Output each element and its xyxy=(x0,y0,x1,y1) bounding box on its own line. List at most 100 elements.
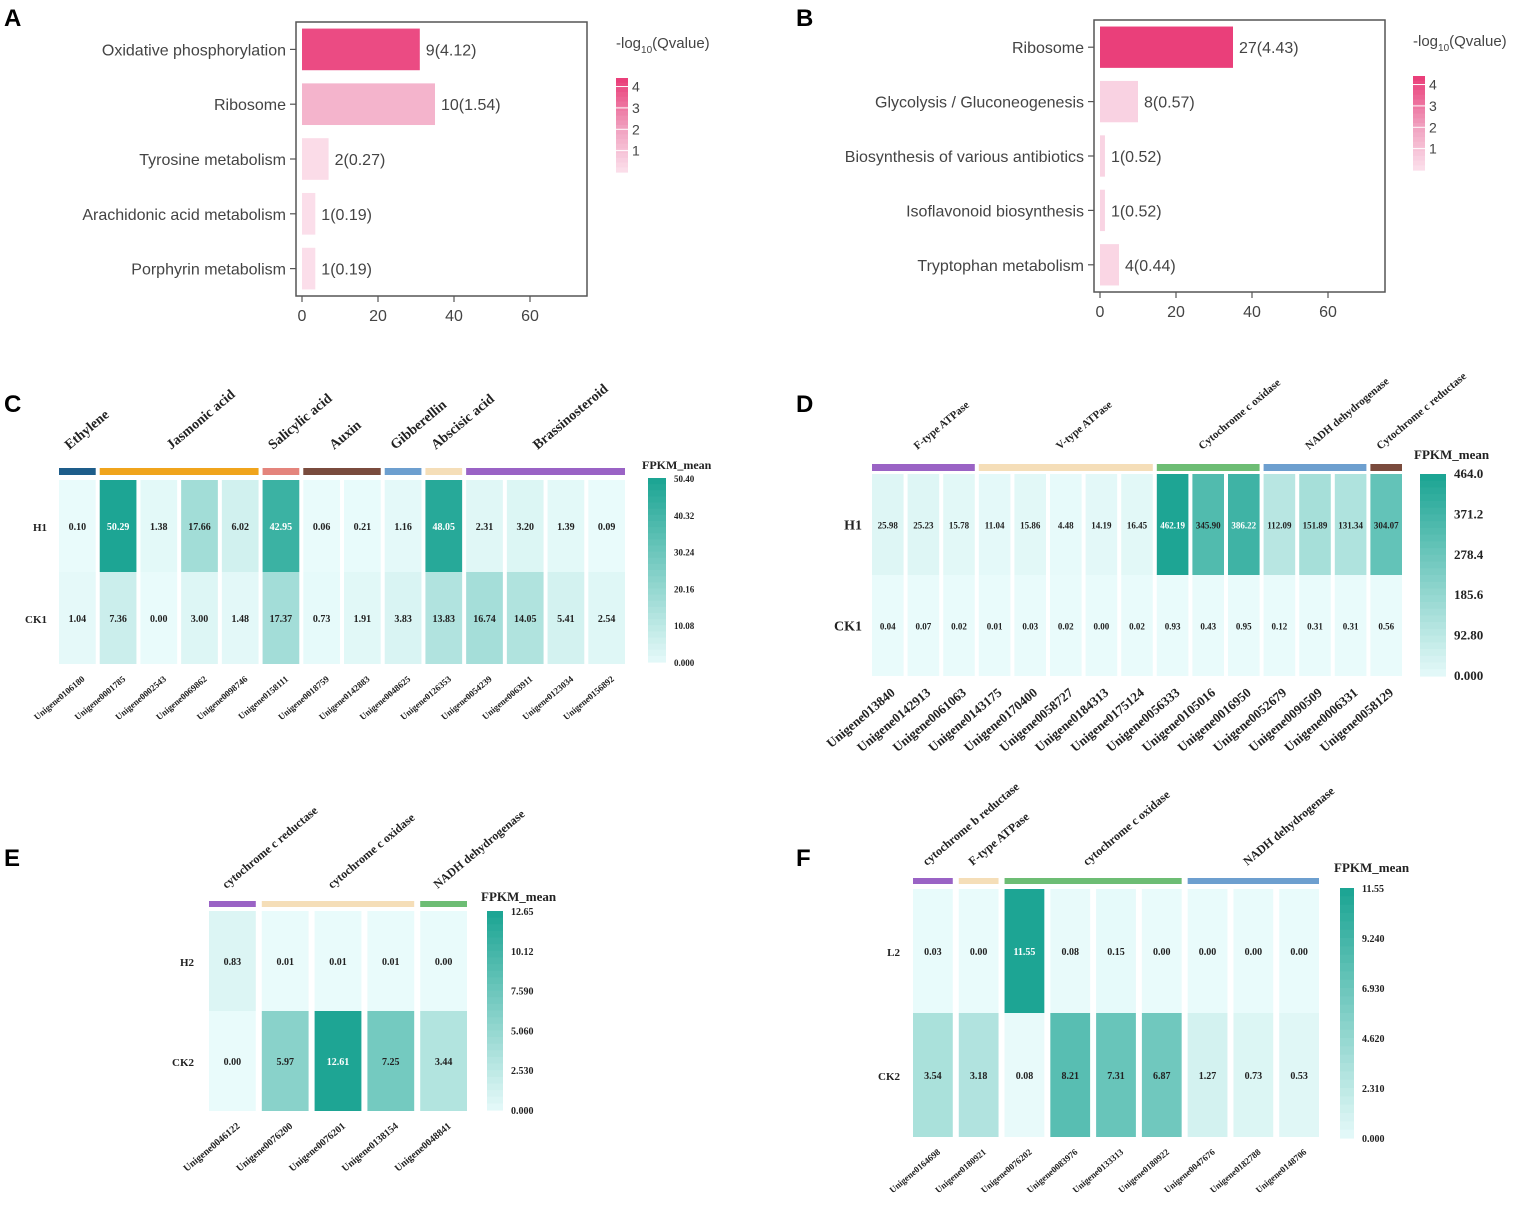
column-label: Unigene0138154 xyxy=(340,1121,401,1174)
legend-gradient-step xyxy=(616,139,628,145)
group-bar-f-type-atpase xyxy=(872,464,975,471)
x-tick-label: 20 xyxy=(369,308,387,325)
legend-gradient-step xyxy=(648,484,666,491)
legend-gradient-step xyxy=(487,1050,503,1058)
bar-biosynthesis-of-various-antibiotics xyxy=(1100,135,1105,177)
legend-gradient-step xyxy=(1340,988,1354,997)
legend-gradient-step xyxy=(1340,1029,1354,1039)
cell-value-label: 345.90 xyxy=(1196,521,1221,531)
cell-value-label: 3.18 xyxy=(970,1071,988,1082)
panel-a: A Oxidative phosphorylation 9(4.12) Ribosom… xyxy=(4,5,710,325)
legend-gradient-step xyxy=(487,1010,503,1018)
cell-value-label: 2.31 xyxy=(476,522,494,533)
legend-gradient-step xyxy=(1420,541,1446,549)
bar-porphyrin-metabolism xyxy=(302,247,316,290)
cell-value-label: 0.01 xyxy=(382,957,400,968)
row-label: H2 xyxy=(180,957,195,969)
group-bar-brassinosteroid xyxy=(466,468,625,475)
cell-value-label: 1.16 xyxy=(394,522,412,533)
column-label: Unigene0048841 xyxy=(393,1121,454,1174)
cell-value-label: 3.83 xyxy=(394,614,412,625)
group-label: Auxin xyxy=(327,418,365,453)
cell-value-label: 7.31 xyxy=(1107,1071,1125,1082)
x-tick-label: 0 xyxy=(298,308,307,325)
legend-gradient-step xyxy=(487,1090,503,1098)
legend-gradient-step xyxy=(1340,1021,1354,1031)
cell-value-label: 0.00 xyxy=(1153,947,1171,958)
legend-tick-label: 12.65 xyxy=(511,907,534,918)
legend-gradient-step xyxy=(1413,104,1425,110)
legend-gradient-step xyxy=(1340,1121,1354,1131)
legend-gradient-step xyxy=(648,582,666,589)
heat-cell xyxy=(466,480,503,572)
legend-gradient-step xyxy=(1340,979,1354,989)
column-label: Unigene0046122 xyxy=(182,1121,243,1174)
cell-value-label: 17.66 xyxy=(188,522,211,533)
legend-gradient-step xyxy=(648,600,666,608)
cell-value-label: 0.08 xyxy=(1016,1071,1034,1082)
legend-gradient-step xyxy=(1413,127,1425,133)
legend-tick-label: 7.590 xyxy=(511,987,534,998)
legend-tick-label: 0.000 xyxy=(1454,668,1483,683)
legend-gradient-step xyxy=(1340,1038,1354,1047)
heat-cell xyxy=(181,480,218,572)
cell-value-label: 0.01 xyxy=(987,622,1003,632)
cell-value-label: 6.87 xyxy=(1153,1071,1171,1082)
cell-value-label: 25.98 xyxy=(878,521,899,531)
legend-gradient-step xyxy=(1413,113,1425,119)
bar-value-label: 1(0.19) xyxy=(321,207,372,224)
x-tick-label: 40 xyxy=(1243,304,1261,321)
legend-gradient-step xyxy=(1340,1004,1354,1014)
heat-cell xyxy=(1121,474,1153,575)
cell-value-label: 0.00 xyxy=(150,614,168,625)
legend-title: FPKM_mean xyxy=(1414,447,1490,462)
cell-value-label: 11.55 xyxy=(1013,947,1035,958)
heat-cell xyxy=(425,480,463,572)
cell-value-label: 386.22 xyxy=(1231,521,1256,531)
heat-cell xyxy=(506,480,544,572)
heat-cell xyxy=(1192,575,1224,676)
cell-value-label: 3.54 xyxy=(924,1071,942,1082)
category-label: Tryptophan metabolism xyxy=(917,258,1084,275)
legend-gradient-step xyxy=(616,129,628,135)
legend-gradient-step xyxy=(616,167,628,173)
legend-gradient-step xyxy=(1340,1129,1354,1139)
legend-gradient-step xyxy=(616,143,628,150)
column-label: Unigene0076200 xyxy=(234,1121,295,1174)
heat-cell xyxy=(140,480,178,572)
legend-gradient-step xyxy=(616,78,628,84)
cell-value-label: 1.38 xyxy=(150,522,168,533)
legend-gradient-step xyxy=(1420,642,1446,650)
legend-gradient-step xyxy=(648,570,666,577)
heat-cell xyxy=(1370,474,1402,575)
legend-gradient-step xyxy=(487,1037,503,1045)
legend-gradient-step xyxy=(1413,108,1425,115)
heat-cell xyxy=(1014,474,1046,575)
cell-value-label: 4.48 xyxy=(1058,521,1074,531)
heat-cell xyxy=(1263,575,1296,676)
row-label: CK1 xyxy=(25,614,47,626)
group-bar-nadh-dehydrogenase xyxy=(1187,878,1319,884)
bar-value-label: 1(0.52) xyxy=(1111,149,1162,166)
legend-gradient-step xyxy=(616,157,628,164)
bar-value-label: 1(0.52) xyxy=(1111,203,1162,220)
legend-gradient-step xyxy=(487,1063,503,1071)
legend-gradient-step xyxy=(1420,608,1446,616)
heat-cell xyxy=(1370,575,1402,676)
bar-tryptophan-metabolism xyxy=(1100,244,1119,286)
cell-value-label: 0.21 xyxy=(354,522,372,533)
cell-value-label: 0.00 xyxy=(1245,947,1263,958)
heat-cell xyxy=(1299,575,1331,676)
heat-cell xyxy=(1233,1013,1274,1137)
legend-gradient-step xyxy=(1420,595,1446,603)
group-label: Salicylic acid xyxy=(266,391,336,453)
heat-cell xyxy=(367,1011,415,1111)
cell-value-label: 13.83 xyxy=(433,614,456,625)
group-label: NADH dehydrogenase xyxy=(1240,783,1337,868)
legend-gradient-step xyxy=(648,520,666,528)
heat-cell xyxy=(1279,889,1319,1013)
legend-gradient-step xyxy=(1340,1071,1354,1081)
group-bar-auxin xyxy=(303,468,381,475)
heat-cell xyxy=(314,911,362,1011)
cell-value-label: 0.15 xyxy=(1107,947,1125,958)
